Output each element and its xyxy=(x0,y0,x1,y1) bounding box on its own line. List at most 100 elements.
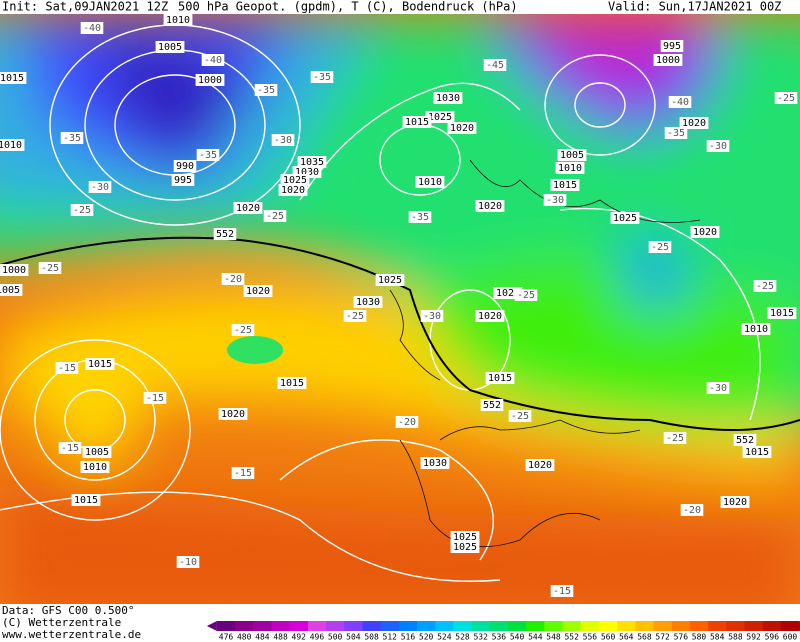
label-box xyxy=(475,310,505,322)
pressure-label: 1015 xyxy=(488,373,512,384)
map: 1010100510001015101099099510351030102510… xyxy=(0,14,800,604)
colorbar-swatch xyxy=(526,621,545,631)
pressure-label: 1020 xyxy=(246,286,270,297)
colorbar-label: 540 xyxy=(510,633,525,642)
label-box xyxy=(450,531,480,543)
label-box xyxy=(706,140,730,152)
pressure-label: 1035 xyxy=(300,157,324,168)
colorbar-swatch xyxy=(580,621,600,631)
temperature-label: -15 xyxy=(146,393,164,404)
colorbar-swatch xyxy=(617,621,636,631)
colorbar-label: 492 xyxy=(292,633,307,642)
temperature-label: -15 xyxy=(553,586,571,597)
label-box xyxy=(485,372,515,384)
label-box xyxy=(610,212,640,224)
colorbar-label: 596 xyxy=(765,633,780,642)
label-box xyxy=(171,174,195,186)
pressure-label: 1015 xyxy=(770,308,794,319)
pressure-label: 1025 xyxy=(453,542,477,553)
colorbar-swatch xyxy=(708,621,727,631)
label-box xyxy=(221,273,245,285)
label-box xyxy=(514,289,538,301)
label-box xyxy=(525,459,555,471)
pressure-label: 552 xyxy=(736,435,754,446)
pressure-label: 1025 xyxy=(496,288,520,299)
label-box xyxy=(742,446,772,458)
pressure-label: 1025 xyxy=(453,532,477,543)
label-box xyxy=(741,323,771,335)
pressure-label: 995 xyxy=(663,41,681,52)
colorbar-label: 556 xyxy=(583,633,598,642)
temperature-label: -25 xyxy=(651,242,669,253)
temperature-label: -30 xyxy=(546,195,564,206)
temperature-label: -40 xyxy=(204,55,222,66)
temperature-label: -35 xyxy=(63,133,81,144)
colorbar-swatch xyxy=(271,621,291,631)
label-box xyxy=(648,241,672,253)
label-box xyxy=(218,408,248,420)
colorbar-label: 576 xyxy=(674,633,689,642)
colorbar-swatch xyxy=(471,621,491,631)
label-box xyxy=(213,228,237,240)
label-box xyxy=(80,22,104,34)
colorbar-label: 532 xyxy=(473,633,488,642)
colorbar-swatch xyxy=(435,621,454,631)
label-box xyxy=(155,41,185,53)
pressure-label: 1020 xyxy=(693,227,717,238)
colorbar-label: 564 xyxy=(619,633,634,642)
map-title: 500 hPa Geopot. (gpdm), T (C), Bodendruc… xyxy=(178,0,518,14)
label-box xyxy=(353,296,383,308)
colorbar-swatch xyxy=(762,621,782,631)
colorbar-swatch xyxy=(235,621,254,631)
colorbar-swatch xyxy=(780,621,800,631)
colorbar-swatch xyxy=(726,621,746,631)
pressure-label: 552 xyxy=(216,229,234,240)
label-box xyxy=(433,92,463,104)
temperature-label: -25 xyxy=(756,281,774,292)
temperature-label: -25 xyxy=(517,290,535,301)
colorbar-label: 592 xyxy=(746,633,761,642)
pressure-label: 1010 xyxy=(83,462,107,473)
temperature-label: -40 xyxy=(83,23,101,34)
label-box xyxy=(58,442,82,454)
colorbar-swatch xyxy=(326,621,345,631)
colorbar-label: 480 xyxy=(237,633,252,642)
temperature-label: -35 xyxy=(199,150,217,161)
label-box xyxy=(280,174,310,186)
colorbar-label: 580 xyxy=(692,633,707,642)
pressure-label: 1020 xyxy=(682,118,706,129)
temperature-label: -25 xyxy=(266,211,284,222)
label-box xyxy=(277,377,307,389)
colorbar-swatch xyxy=(562,621,582,631)
label-box xyxy=(733,434,757,446)
pressure-label: 1010 xyxy=(744,324,768,335)
label-box xyxy=(690,226,720,238)
label-box xyxy=(555,162,585,174)
label-box xyxy=(163,14,193,26)
colorbar-swatch xyxy=(216,621,236,631)
label-box xyxy=(753,280,777,292)
label-box xyxy=(420,457,450,469)
colorbar-label: 572 xyxy=(655,633,670,642)
label-box xyxy=(343,310,367,322)
label-box xyxy=(0,139,25,151)
colorbar-label: 520 xyxy=(419,633,434,642)
colorbar-label: 584 xyxy=(710,633,725,642)
label-box xyxy=(420,310,444,322)
temperature-label: -20 xyxy=(398,417,416,428)
pressure-label: 1010 xyxy=(418,177,442,188)
colorbar-label: 476 xyxy=(219,633,234,642)
colorbar-label: 484 xyxy=(255,633,270,642)
copyright: (C) Wetterzentrale xyxy=(2,616,121,629)
valid-time: Valid: Sun,17JAN2021 00Z xyxy=(608,0,781,14)
colorbar-swatch xyxy=(307,621,327,631)
colorbar-label: 496 xyxy=(310,633,325,642)
label-box xyxy=(231,467,255,479)
temperature-label: -25 xyxy=(666,433,684,444)
colorbar-swatch xyxy=(508,621,527,631)
temperature-label: -25 xyxy=(234,325,252,336)
colorbar-label: 524 xyxy=(437,633,452,642)
label-box xyxy=(415,176,445,188)
colorbar-arrow-left xyxy=(206,621,217,631)
label-box xyxy=(310,71,334,83)
